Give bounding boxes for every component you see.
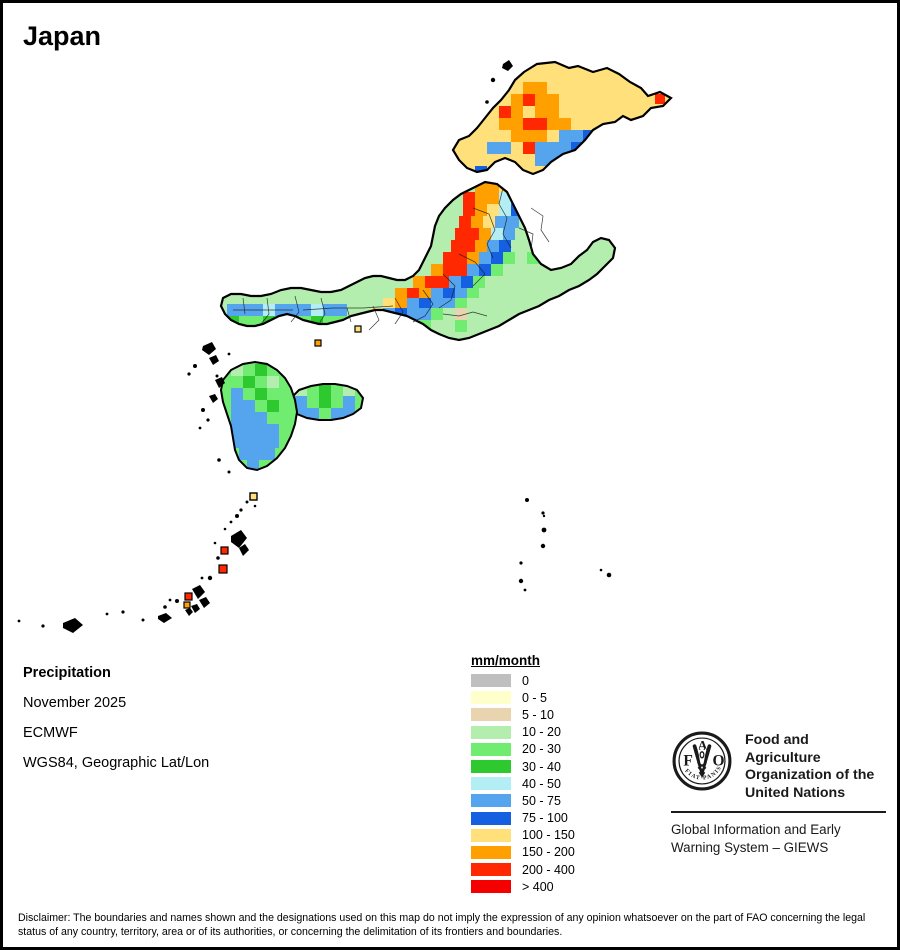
- legend-swatch: [470, 690, 512, 706]
- svg-text:F: F: [683, 752, 692, 769]
- legend-swatch: [470, 810, 512, 826]
- admin-boundaries: [233, 187, 550, 331]
- legend-swatch: [470, 707, 512, 723]
- legend-title: mm/month: [471, 653, 540, 668]
- giews-line-2: Warning System – GIEWS: [671, 840, 829, 855]
- fao-logo-icon: F A O FIAT PANIS: [672, 731, 732, 791]
- map-info-block: Precipitation November 2025 ECMWF WGS84,…: [23, 658, 209, 778]
- legend-label: 200 - 400: [522, 862, 575, 877]
- legend-label: 20 - 30: [522, 742, 561, 757]
- info-variable: Precipitation: [23, 665, 111, 681]
- legend-label: 50 - 75: [522, 793, 561, 808]
- page-title: Japan: [23, 21, 102, 51]
- info-projection: WGS84, Geographic Lat/Lon: [23, 755, 210, 771]
- legend-label: 100 - 150: [522, 828, 575, 843]
- legend-item: 75 - 100: [470, 810, 575, 827]
- legend-label: 0 - 5: [522, 690, 548, 705]
- map-background: [3, 58, 897, 638]
- legend-item: 5 - 10: [470, 706, 575, 723]
- legend-item: 40 - 50: [470, 775, 575, 792]
- legend-swatch: [470, 724, 512, 740]
- legend-item: 50 - 75: [470, 792, 575, 809]
- legend-item: 20 - 30: [470, 741, 575, 758]
- info-source: ECMWF: [23, 725, 78, 741]
- legend-item: > 400: [470, 878, 575, 895]
- legend-item: 0: [470, 672, 575, 689]
- far-south-islets: [17, 618, 83, 633]
- legend-item: 10 - 20: [470, 724, 575, 741]
- legend-swatch: [470, 827, 512, 843]
- fao-org-line-1: Food and Agriculture: [745, 732, 821, 766]
- fao-org-line-2: Organization of the: [745, 767, 875, 783]
- coastline-honshu: [219, 180, 617, 342]
- svg-text:A: A: [698, 738, 708, 753]
- sea-of-japan-islands: [187, 325, 362, 378]
- legend-label: 0: [522, 673, 529, 688]
- legend-label: 5 - 10: [522, 707, 554, 722]
- fao-divider: [671, 811, 886, 813]
- svg-text:O: O: [713, 752, 725, 769]
- legend-label: 40 - 50: [522, 776, 561, 791]
- coastline-kyushu: [219, 360, 299, 472]
- fao-org-line-3: United Nations: [745, 784, 846, 801]
- legend-item: 200 - 400: [470, 861, 575, 878]
- legend-swatch: [470, 793, 512, 809]
- legend-swatch: [470, 879, 512, 895]
- legend-swatch: [470, 759, 512, 775]
- legend-item: 30 - 40: [470, 758, 575, 775]
- legend-item: 100 - 150: [470, 827, 575, 844]
- legend-swatch: [470, 862, 512, 878]
- map-legend: mm/month 0 0 - 5 5 - 10 10 - 20 20 - 30 30 - …: [470, 653, 575, 895]
- giews-line-1: Global Information and Early: [671, 822, 841, 837]
- legend-swatch: [470, 741, 512, 757]
- legend-label: 150 - 200: [522, 845, 575, 860]
- giews-system-name: Global Information and Early Warning Sys…: [671, 821, 886, 857]
- disclaimer-text: Disclaimer: The boundaries and names sho…: [18, 912, 866, 938]
- legend-swatch: [470, 844, 512, 860]
- fao-branding: F A O FIAT PANIS Food and: [671, 730, 886, 857]
- legend-label: 10 - 20: [522, 725, 561, 740]
- west-kyushu-islets: [198, 377, 231, 474]
- hokkaido-islets: [485, 60, 513, 104]
- legend-swatch: [470, 673, 512, 689]
- coastline-hokkaido: [451, 60, 673, 176]
- legend-rows: 0 0 - 5 5 - 10 10 - 20 20 - 30 30 - 40 40 - 50…: [470, 672, 575, 895]
- nansei-islands: [105, 492, 258, 623]
- legend-item: 0 - 5: [470, 689, 575, 706]
- legend-item: 150 - 200: [470, 844, 575, 861]
- legend-swatch: [470, 776, 512, 792]
- legend-label: > 400: [522, 879, 554, 894]
- map-canvas[interactable]: [3, 58, 897, 638]
- izu-ogasawara-islands: [518, 498, 612, 592]
- legend-label: 30 - 40: [522, 759, 561, 774]
- info-period: November 2025: [23, 695, 127, 711]
- legend-label: 75 - 100: [522, 811, 568, 826]
- fao-organization-name: Food and Agriculture Organization of the…: [745, 730, 886, 802]
